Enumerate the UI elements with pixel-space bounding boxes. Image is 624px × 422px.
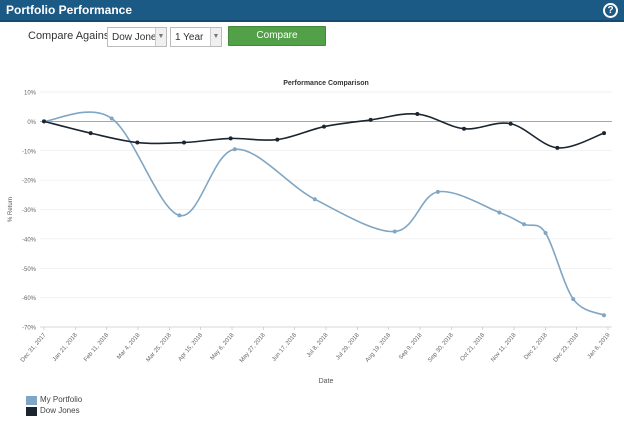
data-point-dow [462,126,466,131]
chart-svg: Performance Comparison 10% 0% -10% -20% -30% -… [8,80,612,385]
y-tick-label: -40% [22,237,37,243]
data-point-portfolio [435,189,440,194]
data-point-portfolio [497,210,502,215]
x-tick-label: Oct 21, 2018 [460,332,487,363]
y-axis-label: % Return [8,197,14,222]
legend-label-portfolio: My Portfolio [40,395,83,404]
data-point-dow [415,112,420,117]
x-tick-label: Sep 9, 2018 [398,332,424,361]
period-select-value: 1 Year [175,32,204,43]
data-point-dow [602,131,606,136]
legend-swatch-dow [26,407,37,416]
chevron-down-icon: ▼ [155,28,166,46]
y-tick-label: -10% [22,149,37,155]
x-tick-label: Dec 2, 2018 [523,332,549,361]
app-header: Portfolio Performance ? [0,0,624,22]
x-tick-label: Jul 29, 2018 [335,332,361,361]
legend-swatch-portfolio [26,396,37,405]
data-point-portfolio [392,229,397,234]
y-tick-label: -70% [22,326,37,332]
data-point-portfolio [232,147,237,152]
data-point-dow [508,121,513,126]
x-tick-label: Mar 4, 2018 [116,332,142,361]
compare-button[interactable]: Compare [228,26,326,46]
data-point-portfolio [602,313,606,318]
y-tick-label: 10% [24,91,37,97]
compare-against-label: Compare Against [28,30,113,42]
data-point-portfolio [177,213,182,218]
page-title: Portfolio Performance [6,3,133,17]
series-line-dow [43,112,605,149]
data-point-dow [182,140,186,145]
series-line-portfolio [43,111,605,316]
data-point-dow [555,145,560,150]
y-tick-label: -30% [22,208,37,214]
data-point-dow [42,119,46,124]
y-tick-label: -20% [22,179,37,185]
x-tick-label: Apr 15, 2018 [178,332,205,363]
data-point-portfolio [543,231,548,235]
x-tick-label: Dec 23, 2018 [553,332,581,364]
data-point-portfolio [522,222,526,227]
x-tick-label: Jul 8, 2018 [306,332,330,359]
index-select-value: Dow Jones [112,32,162,43]
x-tick-label: Nov 11, 2018 [490,332,518,363]
data-point-dow [228,136,233,141]
data-point-dow [368,117,373,122]
x-tick-label: Sep 30, 2018 [427,332,455,364]
x-tick-label: Jan 21, 2018 [52,332,79,363]
period-select[interactable]: 1 Year ▼ [170,27,222,47]
compare-controls: Compare Against Dow Jones ▼ 1 Year ▼ Com… [0,26,624,48]
chevron-down-icon: ▼ [210,28,221,46]
data-point-dow [322,124,326,129]
y-tick-label: -50% [22,267,37,273]
x-tick-label: Dec 31, 2017 [20,332,48,364]
x-tick-label: Aug 19, 2018 [365,332,393,364]
performance-chart: Performance Comparison 10% 0% -10% -20% -30% -… [0,70,624,400]
x-tick-label: May 27, 2018 [239,332,267,364]
help-icon[interactable]: ? [603,3,618,18]
y-tick-label: 0% [27,120,36,126]
data-point-dow [135,140,140,145]
x-tick-label: Jan 6, 2019 [587,332,612,360]
legend-label-dow: Dow Jones [40,406,80,415]
x-tick-label: Feb 11, 2018 [83,332,110,363]
x-axis-label: Date [319,378,334,385]
data-point-dow [275,137,280,142]
x-tick-label: May 6, 2018 [210,332,236,362]
data-point-portfolio [312,197,317,202]
x-tick-label: Jun 17, 2018 [271,332,298,363]
data-point-dow [88,131,93,136]
y-tick-label: -60% [22,296,37,302]
x-tick-label: Mar 25, 2018 [146,332,174,363]
chart-title: Performance Comparison [283,80,369,87]
data-point-portfolio [571,297,576,302]
index-select[interactable]: Dow Jones ▼ [107,27,167,47]
data-point-portfolio [109,116,114,121]
